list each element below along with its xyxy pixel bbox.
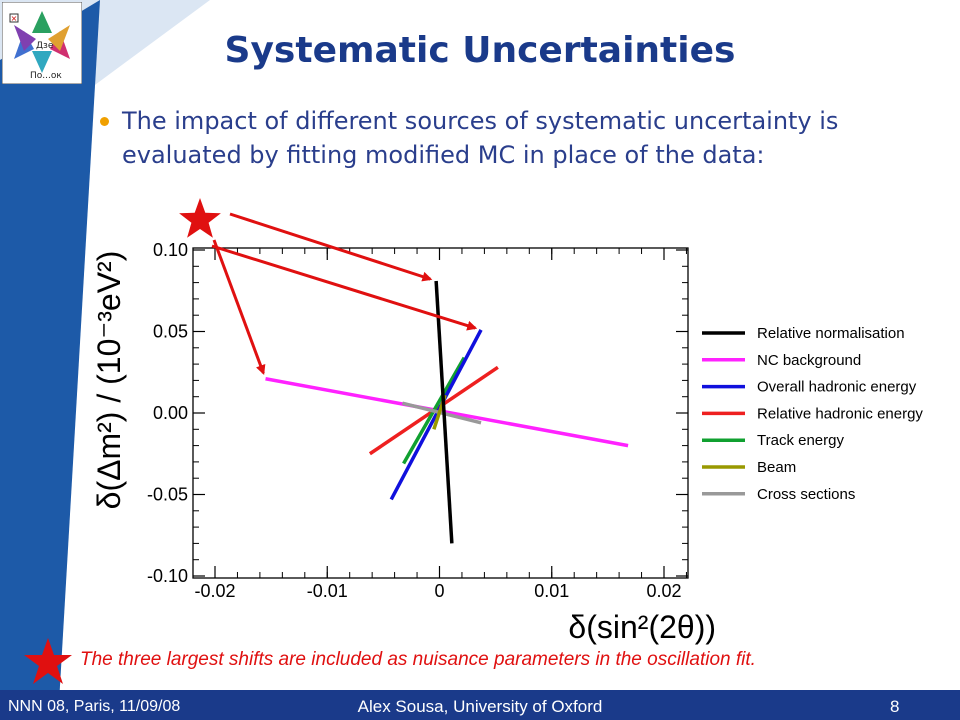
x-axis-label: δ(sin²(2θ)): [568, 609, 716, 645]
star-annotations: [179, 198, 478, 376]
y-tick-label: 0.05: [153, 322, 188, 342]
bullet-dot: [100, 117, 109, 126]
page-number: 8: [890, 697, 900, 716]
logo-text-2: По...ок: [30, 71, 62, 81]
svg-text:×: ×: [11, 14, 18, 23]
footer-conference: NNN 08, Paris, 11/09/08: [8, 698, 181, 715]
annotation-arrow: [229, 212, 433, 282]
series-line-nc-background: [265, 377, 629, 448]
side-blue-band: [0, 0, 100, 720]
y-tick-label: -0.10: [147, 566, 188, 586]
tick-labels: -0.02 -0.01 0 0.01 0.02 0.10 0.05 0.00 -0.05 -0.1…: [147, 240, 682, 601]
footer-bar: [0, 690, 960, 720]
axis-ticks: [193, 248, 688, 578]
x-tick-label: 0: [434, 581, 444, 601]
legend-label: Relative hadronic energy: [757, 405, 923, 422]
legend-label: Relative normalisation: [757, 325, 905, 342]
series-line-overall-hadronic-energy: [389, 329, 483, 501]
series-line-relative-normalisation: [434, 280, 454, 544]
series-line-cross-sections: [402, 401, 482, 425]
footnote-text: The three largest shifts are included as…: [80, 649, 756, 670]
x-tick-label: -0.02: [194, 581, 235, 601]
star-icon: [179, 198, 221, 238]
chart-legend: Relative normalisation NC background Overa…: [692, 318, 950, 510]
legend-label: Cross sections: [757, 486, 855, 503]
footer-author: Alex Sousa, University of Oxford: [357, 697, 603, 716]
y-tick-label: 0.00: [153, 403, 188, 423]
legend-label: Beam: [757, 459, 796, 476]
bullet-text: The impact of different sources of syste…: [122, 107, 839, 169]
x-tick-label: -0.01: [307, 581, 348, 601]
slide-title: Systematic Uncertainties: [224, 30, 736, 71]
annotation-arrow: [212, 239, 266, 376]
footnote-star-icon: [24, 638, 72, 684]
logo-text-1: Дзе: [36, 41, 54, 51]
legend-label: Overall hadronic energy: [757, 379, 917, 396]
y-tick-label: -0.05: [147, 485, 188, 505]
legend-label: NC background: [757, 352, 861, 369]
series-lines: [265, 280, 629, 544]
y-tick-label: 0.10: [153, 240, 188, 260]
annotation-arrow: [211, 244, 478, 331]
x-tick-label: 0.02: [646, 581, 681, 601]
y-axis-label: δ(Δm²) / (10⁻³eV²): [91, 251, 127, 510]
legend-label: Track energy: [757, 432, 844, 449]
x-tick-label: 0.01: [534, 581, 569, 601]
